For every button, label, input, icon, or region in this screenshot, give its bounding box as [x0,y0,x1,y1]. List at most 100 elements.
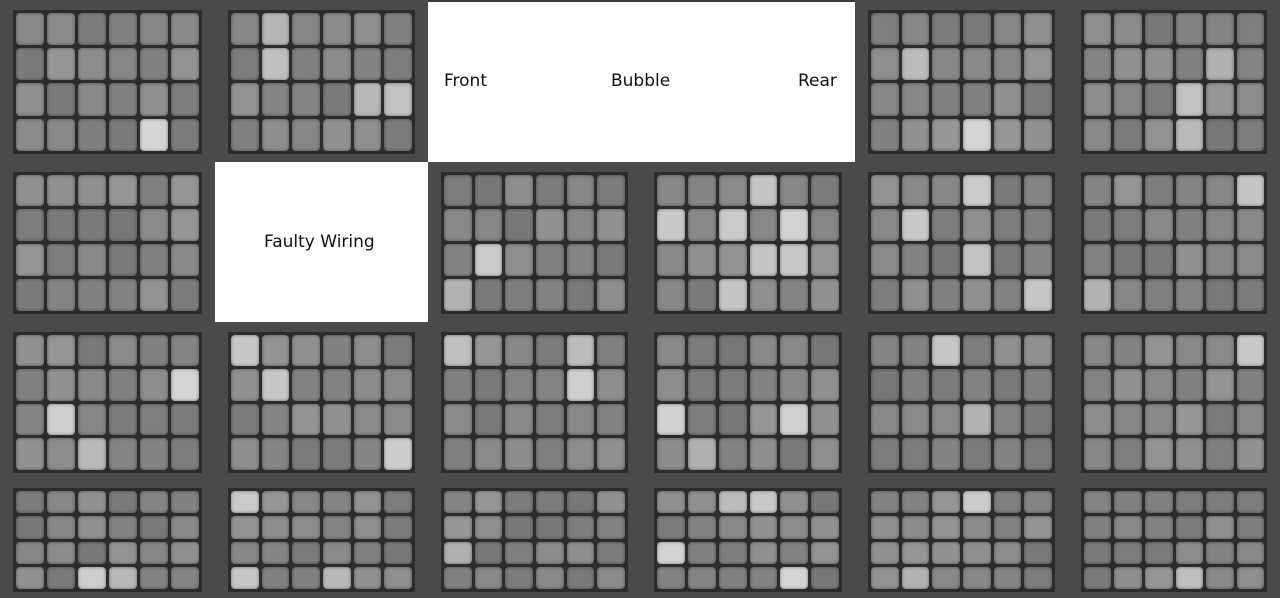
solar-cell [811,403,840,436]
solar-cell [292,12,320,46]
solar-cell [171,48,200,81]
solar-cell [870,516,899,539]
solar-cell [46,334,75,367]
solar-cell [384,403,413,436]
solar-cell [384,369,413,401]
solar-cell [230,12,259,46]
solar-cell [1114,403,1142,436]
solar-cell [15,491,44,514]
solar-cell [505,209,533,242]
solar-cell [1206,83,1234,116]
solar-cell [384,83,413,116]
solar-cell [505,566,533,590]
solar-cell [322,491,351,514]
solar-cell [535,174,564,207]
el-panel-image [215,322,428,481]
solar-cell [1114,438,1142,471]
solar-cell [140,174,169,207]
solar-cell [474,209,503,242]
solar-cell [140,48,169,81]
solar-cell [1144,118,1173,151]
solar-cell [443,403,472,436]
solar-cell [353,491,382,514]
solar-cell [171,118,200,151]
solar-cell [140,491,169,514]
solar-cell [109,118,138,151]
solar-cell [1083,118,1112,151]
solar-cell [261,516,290,539]
solar-cell [443,491,472,514]
solar-cell [443,334,472,367]
solar-cell [1083,244,1112,277]
solar-cell [505,279,533,311]
solar-cell [1024,48,1053,81]
solar-cell [870,244,899,277]
solar-cell [109,334,138,367]
solar-cell [109,279,138,311]
solar-cell [46,403,75,436]
solar-cell [749,516,778,539]
solar-cell [140,369,169,401]
solar-module [867,9,1056,154]
solar-cell [1175,279,1204,311]
el-panel-image [0,0,215,162]
solar-cell [566,334,595,367]
solar-cell [962,48,991,81]
solar-cell [749,279,778,311]
solar-cell [1114,541,1142,564]
solar-module [1080,171,1268,314]
solar-cell [1236,541,1265,564]
solar-cell [932,438,960,471]
solar-cell [780,209,809,242]
solar-module [12,171,203,314]
solar-cell [687,334,716,367]
solar-cell [1206,369,1234,401]
solar-cell [171,12,200,46]
solar-cell [171,516,200,539]
solar-cell [932,541,960,564]
solar-cell [962,209,991,242]
solar-cell [962,174,991,207]
solar-cell [1024,118,1053,151]
solar-cell [353,541,382,564]
solar-cell [656,491,685,514]
solar-cell [1236,174,1265,207]
solar-cell [1236,83,1265,116]
solar-cell [474,491,503,514]
solar-cell [15,566,44,590]
solar-cell [780,244,809,277]
solar-cell [962,369,991,401]
solar-cell [932,118,960,151]
solar-cell [171,209,200,242]
solar-cell [993,334,1022,367]
solar-cell [870,209,899,242]
solar-cell [1206,279,1234,311]
el-panel-image [0,162,215,322]
solar-cell [993,541,1022,564]
solar-cell [1024,403,1053,436]
solar-cell [780,279,809,311]
solar-cell [932,12,960,46]
el-panel-image [428,322,641,481]
solar-cell [322,334,351,367]
solar-cell [443,209,472,242]
solar-cell [1175,369,1204,401]
solar-cell [870,334,899,367]
solar-cell [993,438,1022,471]
solar-cell [292,334,320,367]
solar-cell [171,244,200,277]
solar-cell [962,334,991,367]
solar-cell [505,541,533,564]
solar-cell [749,174,778,207]
solar-cell [1236,279,1265,311]
solar-cell [77,118,106,151]
solar-cell [230,541,259,564]
solar-cell [109,566,138,590]
solar-cell [46,566,75,590]
solar-cell [505,334,533,367]
el-panel-image [641,481,855,598]
el-panel-image [1068,322,1280,481]
solar-cell [870,369,899,401]
solar-cell [322,48,351,81]
solar-cell [140,244,169,277]
